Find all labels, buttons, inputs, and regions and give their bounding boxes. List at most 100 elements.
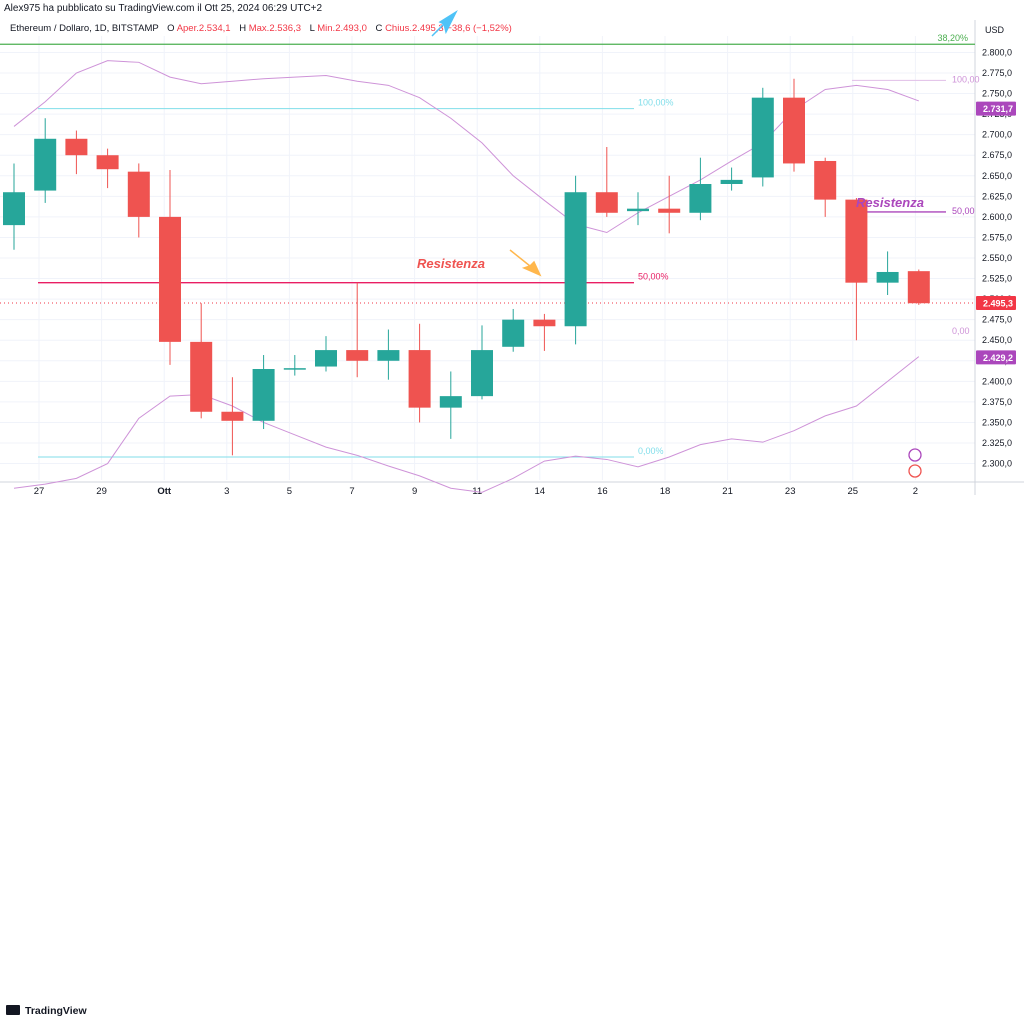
candle-down [408, 350, 431, 408]
fib-level-label: 50,00% [638, 272, 669, 282]
candle-down [595, 192, 618, 213]
y-tick-label: 2.700,0 [982, 130, 1012, 140]
candle-up [564, 192, 587, 327]
candle-down [845, 199, 868, 283]
x-tick-label: 16 [597, 486, 608, 497]
candle-down [190, 341, 213, 412]
price-badge-label: 2.495,3 [983, 298, 1013, 308]
fib-right-label: 50,00 [952, 206, 975, 216]
candle-up [439, 396, 462, 408]
y-tick-label: 2.300,0 [982, 459, 1012, 469]
arrow-annotation-top [431, 9, 458, 37]
candle-up [315, 350, 337, 367]
x-tick-label: 3 [224, 486, 229, 497]
low-value: Min.2.493,0 [317, 23, 367, 34]
y-tick-label: 2.625,0 [982, 191, 1012, 201]
top-bar: Alex975 ha pubblicato su TradingView.com… [0, 0, 1024, 20]
candle-up [720, 179, 743, 184]
y-tick-label: 2.400,0 [982, 376, 1012, 386]
candle-down [127, 171, 150, 217]
footer: TradingView [0, 500, 1024, 1017]
price-badge [976, 101, 1016, 116]
candle-up [751, 97, 774, 178]
y-tick-label: 2.675,0 [982, 150, 1012, 160]
candle-down [814, 160, 837, 200]
x-tick-label: 29 [96, 486, 107, 497]
close-label: C [375, 23, 383, 34]
resistance-label: Resistenza [856, 195, 924, 210]
candle-down [658, 208, 681, 213]
candle-up [627, 208, 649, 212]
y-tick-label: 2.650,0 [982, 171, 1012, 181]
y-tick-label: 2.550,0 [982, 253, 1012, 263]
close-value: Chius.2.495,3 [385, 23, 444, 34]
price-badge [976, 350, 1016, 365]
open-value: Aper.2.534,1 [176, 23, 231, 34]
candle-down [346, 350, 369, 361]
open-label: O [167, 23, 175, 34]
candle-up [377, 350, 400, 361]
candle-up [34, 138, 57, 191]
x-tick-label: 9 [412, 486, 417, 497]
x-tick-label: 25 [848, 486, 859, 497]
fib-right-label: 0,00 [952, 326, 970, 336]
resistance-label: Resistenza [417, 256, 485, 271]
y-tick-label: 2.450,0 [982, 335, 1012, 345]
x-tick-label: Ott [157, 486, 172, 497]
candle-down [783, 97, 805, 164]
candle-up [252, 369, 275, 421]
brand-name: TradingView [25, 1005, 87, 1017]
y-tick-label: 2.525,0 [982, 274, 1012, 284]
candle-up [3, 192, 25, 226]
event-icon [908, 448, 922, 462]
high-label: H [239, 23, 247, 34]
candle-down [65, 138, 88, 156]
candle-up [502, 319, 525, 347]
candle-down [533, 319, 556, 327]
y-tick-label: 2.350,0 [982, 417, 1012, 427]
tradingview-logo-icon [6, 1005, 20, 1015]
high-value: Max.2.536,3 [248, 23, 302, 34]
price-badge [976, 295, 1016, 310]
x-tick-label: 23 [785, 486, 796, 497]
low-label: L [309, 23, 315, 34]
price-badge-label: 2.731,7 [983, 104, 1013, 114]
candle-up [689, 184, 712, 213]
y-tick-label: 2.575,0 [982, 232, 1012, 242]
change-value: −38,6 (−1,52%) [446, 23, 512, 34]
symbol-legend: Ethereum / Dollaro, 1D, BITSTAMP O Aper.… [10, 23, 512, 34]
candle-up [876, 271, 899, 283]
price-chart[interactable]: USD2.800,02.775,02.750,02.725,02.700,02.… [0, 0, 1024, 500]
x-tick-label: 7 [349, 486, 354, 497]
y-tick-label: 2.775,0 [982, 68, 1012, 78]
y-tick-label: 2.375,0 [982, 397, 1012, 407]
bollinger-lower-band [13, 356, 920, 493]
x-tick-label: 27 [34, 486, 45, 497]
y-tick-label: 2.325,0 [982, 438, 1012, 448]
symbol-name[interactable]: Ethereum / Dollaro, 1D, BITSTAMP [10, 23, 159, 34]
candle-up [471, 350, 493, 397]
candle-down [907, 271, 930, 304]
y-tick-label: 2.475,0 [982, 315, 1012, 325]
fib-382-label: 38,20% [937, 33, 968, 43]
y-tick-label: 2.800,0 [982, 47, 1012, 57]
price-badge-label: 2.429,2 [983, 353, 1013, 363]
fib-level-label: 100,00% [638, 98, 674, 108]
attribution-text: Alex975 ha pubblicato su TradingView.com… [4, 3, 323, 14]
x-tick-label: 21 [722, 486, 733, 497]
tradingview-logo[interactable]: TradingView [6, 1005, 87, 1017]
x-tick-label: 2 [913, 486, 918, 497]
currency-label: USD [985, 25, 1005, 35]
fib-level-label: 0,00% [638, 446, 664, 456]
candle-down [221, 411, 244, 421]
arrow-annotation [509, 249, 542, 277]
flag-icon [908, 464, 922, 478]
fib-right-label: 100,00 [952, 74, 980, 84]
x-tick-label: 18 [660, 486, 671, 497]
y-tick-label: 2.750,0 [982, 89, 1012, 99]
candle-down [96, 155, 119, 170]
x-tick-label: 5 [287, 486, 292, 497]
candle-down [159, 216, 181, 342]
candle-up [283, 368, 306, 370]
y-tick-label: 2.600,0 [982, 212, 1012, 222]
